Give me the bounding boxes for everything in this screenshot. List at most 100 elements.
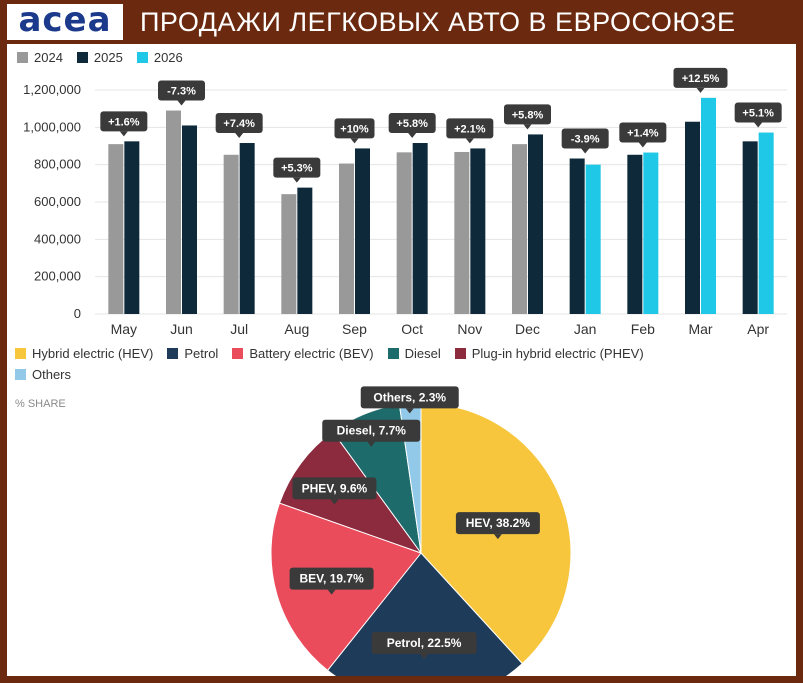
change-label-box xyxy=(100,111,148,132)
pie-legend-item-swatch xyxy=(15,348,26,359)
pie-legend-item-4: Plug-in hybrid electric (PHEV) xyxy=(454,346,644,361)
pie-legend-item-label: Petrol xyxy=(184,346,219,361)
change-label-box xyxy=(673,67,728,88)
pie-legend-item-2: Battery electric (BEV) xyxy=(232,346,374,361)
x-tick-label: Jun xyxy=(170,321,193,337)
pie-legend-item-0: Hybrid electric (HEV) xyxy=(15,346,153,361)
pie-label-box xyxy=(371,631,477,654)
bar-legend-item-swatch xyxy=(17,52,28,63)
bar-2024-Jun xyxy=(166,110,181,315)
change-label-pointer xyxy=(754,122,763,128)
change-label: +5.1% xyxy=(742,108,774,120)
bar-legend-item-label: 2025 xyxy=(93,50,123,65)
pie-slice-label: Petrol, 22.5% xyxy=(387,636,462,650)
pie-chart-legend: Hybrid electric (HEV) Petrol Battery elect… xyxy=(15,346,658,362)
change-label-pointer xyxy=(581,148,590,154)
pie-label-box xyxy=(455,512,540,535)
change-label-pointer xyxy=(523,124,532,130)
change-label: +2.1% xyxy=(454,123,486,135)
pie-slice-label: HEV, 38.2% xyxy=(466,516,531,530)
bar-2024-Dec xyxy=(512,144,527,314)
change-label-box xyxy=(388,113,436,134)
change-label-pointer xyxy=(235,133,244,139)
bar-2025-Jun xyxy=(182,125,197,314)
pie-label-pointer xyxy=(330,499,339,505)
x-tick-label: Jul xyxy=(230,321,248,337)
bar-legend-item-label: 2026 xyxy=(153,50,183,65)
change-label: +1.6% xyxy=(108,116,140,128)
pie-slice-label: PHEV, 9.6% xyxy=(302,481,368,495)
pie-legend-item-label: Hybrid electric (HEV) xyxy=(32,346,154,361)
change-label-box xyxy=(561,128,609,149)
logo-text: acea xyxy=(18,0,112,40)
y-tick-label: 800,000 xyxy=(34,157,81,172)
bar-2026-Mar xyxy=(701,97,716,314)
y-tick-label: 200,000 xyxy=(34,269,81,284)
pie-legend-item-swatch xyxy=(454,348,466,359)
pie-legend-item-3: Diesel xyxy=(387,346,441,361)
pie-legend-item-1: Petrol xyxy=(167,346,218,361)
change-label: +5.8% xyxy=(512,109,544,121)
bar-2024-May xyxy=(108,144,124,314)
bar-2024-Aug xyxy=(281,194,297,314)
change-label-pointer xyxy=(119,131,128,137)
change-label: -3.9% xyxy=(571,134,600,146)
bar-2024-Oct xyxy=(396,152,412,314)
bar-2025-Apr xyxy=(742,141,758,314)
change-label-box xyxy=(273,157,321,178)
change-label-box xyxy=(504,104,551,125)
bar-legend-item-2: 2026 xyxy=(136,50,183,65)
pie-chart-legend-row-2: Others xyxy=(15,367,85,383)
pie-slice-label: Others, 2.3% xyxy=(373,390,446,404)
pie-label-box xyxy=(289,567,374,590)
change-label: +5.8% xyxy=(396,118,428,130)
change-label-box xyxy=(334,118,375,139)
bar-2026-Jan xyxy=(585,164,601,314)
pie-legend-item-label: Diesel xyxy=(404,346,441,361)
change-label: -7.3% xyxy=(167,86,196,98)
x-tick-label: May xyxy=(111,321,137,337)
pie-slice-label: BEV, 19.7% xyxy=(299,572,364,586)
pie-legend-item-label: Plug-in hybrid electric (PHEV) xyxy=(471,346,644,361)
bar-2024-Sep xyxy=(339,163,354,314)
x-tick-label: Dec xyxy=(515,321,540,337)
pie-legend-item-swatch xyxy=(232,348,244,359)
bar-legend-item-1: 2025 xyxy=(76,50,123,65)
pie-label-box xyxy=(292,477,377,500)
y-tick-label: 1,200,000 xyxy=(23,82,81,97)
y-tick-label: 0 xyxy=(74,306,81,321)
change-label: +7.4% xyxy=(223,118,255,130)
change-label: +5.3% xyxy=(281,163,313,175)
bar-2025-Jan xyxy=(569,158,585,314)
y-tick-label: 400,000 xyxy=(34,231,81,246)
y-tick-label: 1,000,000 xyxy=(23,119,81,134)
bar-2025-Mar xyxy=(685,121,700,314)
y-tick-label: 600,000 xyxy=(34,194,81,209)
bar-2024-Jul xyxy=(223,154,239,314)
bar-2025-Aug xyxy=(297,187,313,314)
pie-legend-item-swatch xyxy=(15,369,26,380)
change-label: +10% xyxy=(340,123,369,135)
x-tick-label: Mar xyxy=(688,321,712,337)
x-tick-label: Nov xyxy=(457,321,482,337)
page-title: ПРОДАЖИ ЛЕГКОВЫХ АВТО В ЕВРОСОЮЗЕ xyxy=(140,7,736,37)
x-tick-label: Jan xyxy=(574,321,597,337)
bar-legend-item-swatch xyxy=(76,52,88,63)
pie-legend-item-swatch xyxy=(387,348,399,359)
bar-2025-Feb xyxy=(627,154,643,314)
bar-chart-legend: 2024 2025 2026 xyxy=(17,50,197,66)
change-label-pointer xyxy=(638,142,647,148)
pie-label-pointer xyxy=(327,589,336,595)
change-label-pointer xyxy=(465,138,474,144)
pie-label-pointer xyxy=(493,534,502,540)
x-tick-label: Aug xyxy=(284,321,309,337)
bar-2025-Oct xyxy=(412,143,428,314)
change-label-pointer xyxy=(292,177,301,183)
change-label-pointer xyxy=(408,133,417,139)
pie-label-box xyxy=(322,419,421,442)
pie-legend-item-label: Battery electric (BEV) xyxy=(249,346,374,361)
pie-slice-label: Diesel, 7.7% xyxy=(337,424,407,438)
change-label-pointer xyxy=(177,100,186,106)
change-label: +12.5% xyxy=(682,73,720,85)
